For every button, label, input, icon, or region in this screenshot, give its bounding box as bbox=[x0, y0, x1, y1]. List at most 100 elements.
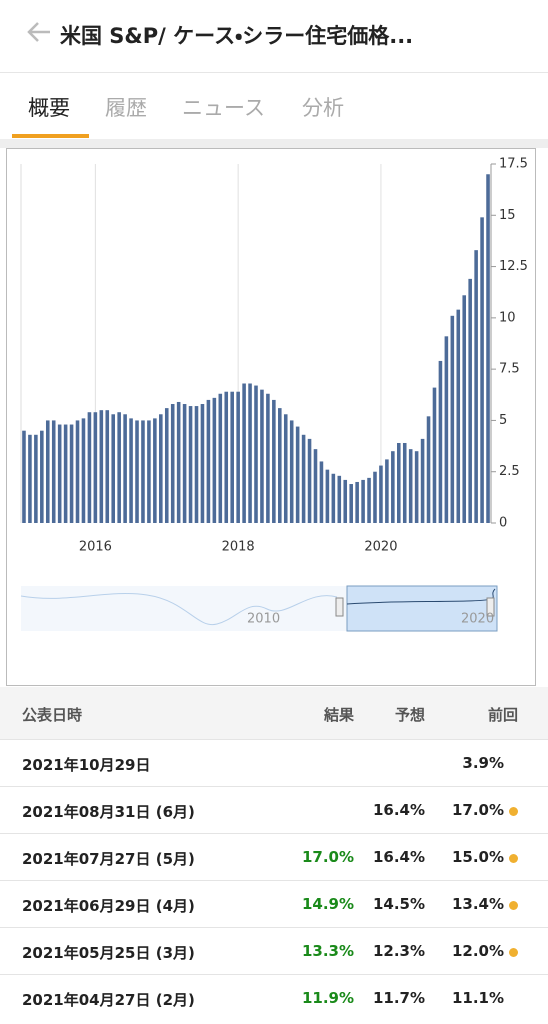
bar bbox=[361, 479, 365, 523]
bar bbox=[337, 475, 342, 523]
bar bbox=[349, 484, 353, 523]
bar bbox=[283, 414, 288, 523]
bar bbox=[254, 385, 258, 523]
bar bbox=[391, 451, 395, 523]
forecast: 12.3% bbox=[372, 942, 425, 960]
bar bbox=[45, 420, 50, 523]
navigator-bg bbox=[21, 586, 347, 631]
navigator-label: 2020 bbox=[461, 612, 494, 627]
bar bbox=[432, 387, 437, 523]
bar bbox=[343, 479, 348, 523]
bar bbox=[420, 438, 425, 523]
navigator-handle[interactable] bbox=[486, 597, 495, 617]
bar bbox=[218, 393, 223, 523]
header-cell: 予想 bbox=[394, 706, 425, 724]
previous: 13.4% bbox=[451, 895, 504, 913]
table-row[interactable]: 2021年08月31日 (6月) 16.4% 17.0% bbox=[0, 786, 548, 834]
bar bbox=[367, 477, 371, 523]
tab[interactable]: 分析 bbox=[302, 96, 344, 120]
bar bbox=[385, 459, 389, 523]
tab[interactable]: 履歴 bbox=[105, 96, 147, 120]
navigator-line bbox=[20, 593, 338, 626]
bar bbox=[236, 391, 240, 523]
date: 2021年10月29日 bbox=[22, 756, 151, 774]
bar bbox=[99, 410, 104, 523]
bar bbox=[468, 278, 472, 523]
date: 2021年05月25日 (3月) bbox=[22, 944, 195, 962]
bar bbox=[456, 309, 461, 523]
bar bbox=[426, 416, 431, 523]
bar bbox=[480, 217, 484, 523]
navigator-line bbox=[346, 588, 496, 605]
bar bbox=[272, 399, 276, 523]
forecast: 14.5% bbox=[372, 895, 425, 913]
table-row[interactable]: 2021年04月27日 (2月) 11.9% 11.7% 11.1% bbox=[0, 974, 548, 1022]
x-tick-label: 2020 bbox=[364, 540, 397, 555]
result: 13.3% bbox=[301, 942, 354, 960]
y-tick-label: 2.5 bbox=[499, 464, 520, 479]
bar bbox=[40, 430, 44, 523]
bar bbox=[105, 410, 110, 523]
table-row[interactable]: 2021年05月25日 (3月) 13.3% 12.3% 12.0% bbox=[0, 927, 548, 975]
bar bbox=[248, 383, 252, 523]
header-cell: 前回 bbox=[487, 706, 518, 724]
revision-dot bbox=[509, 948, 518, 957]
bar bbox=[57, 424, 62, 523]
table-header: 公表日時 結果 予想 前回 bbox=[0, 687, 548, 739]
bar bbox=[462, 295, 467, 523]
bar bbox=[75, 420, 80, 523]
bar bbox=[260, 389, 264, 523]
chart: 2010 2020 0 2.5 5 7.5 10 12.5 15 17.5 2016 2018 20… bbox=[6, 148, 536, 686]
table-row[interactable]: 2021年07月27日 (5月) 17.0% 16.4% 15.0% bbox=[0, 833, 548, 881]
bar bbox=[414, 451, 419, 523]
bar bbox=[242, 383, 246, 523]
bar bbox=[474, 250, 478, 523]
x-tick-label: 2016 bbox=[79, 540, 112, 555]
y-tick-label: 0 bbox=[499, 516, 507, 531]
navigator-handle[interactable] bbox=[335, 597, 344, 617]
bar bbox=[289, 420, 294, 523]
bar bbox=[22, 430, 26, 523]
bar bbox=[438, 360, 443, 523]
bar bbox=[224, 391, 229, 523]
previous: 3.9% bbox=[462, 754, 504, 772]
bar bbox=[313, 449, 318, 523]
tab[interactable]: ニュース bbox=[182, 96, 265, 120]
bar bbox=[200, 404, 205, 523]
bar bbox=[34, 434, 38, 523]
y-tick-label: 10 bbox=[499, 310, 516, 325]
back-button[interactable] bbox=[26, 20, 52, 44]
bar bbox=[28, 434, 32, 523]
tab[interactable]: 概要 bbox=[28, 96, 70, 120]
bar bbox=[141, 420, 145, 523]
forecast: 16.4% bbox=[372, 801, 425, 819]
bar bbox=[486, 174, 490, 523]
bar bbox=[266, 393, 270, 523]
bar bbox=[176, 401, 181, 523]
x-tick-label: 2018 bbox=[222, 540, 255, 555]
bar bbox=[355, 481, 359, 523]
table-row[interactable]: 2021年10月29日 3.9% bbox=[0, 739, 548, 787]
bar bbox=[159, 414, 163, 523]
bar bbox=[444, 336, 449, 523]
bar bbox=[325, 469, 330, 523]
bar bbox=[87, 412, 92, 523]
previous: 17.0% bbox=[451, 801, 504, 819]
bar bbox=[212, 397, 217, 523]
bar bbox=[295, 426, 300, 523]
revision-dot bbox=[509, 807, 518, 816]
header-cell: 結果 bbox=[323, 706, 354, 724]
navigator-selection[interactable] bbox=[346, 585, 498, 632]
bar bbox=[129, 418, 133, 523]
date: 2021年08月31日 (6月) bbox=[22, 803, 195, 821]
bar bbox=[117, 412, 121, 523]
bar bbox=[379, 465, 383, 523]
table-row[interactable]: 2021年06月29日 (4月) 14.9% 14.5% 13.4% bbox=[0, 880, 548, 928]
bar bbox=[397, 442, 401, 523]
revision-dot bbox=[509, 901, 518, 910]
previous: 11.1% bbox=[451, 989, 504, 1007]
y-tick-label: 15 bbox=[499, 208, 516, 223]
bar bbox=[111, 414, 115, 523]
y-tick-label: 12.5 bbox=[499, 259, 528, 274]
